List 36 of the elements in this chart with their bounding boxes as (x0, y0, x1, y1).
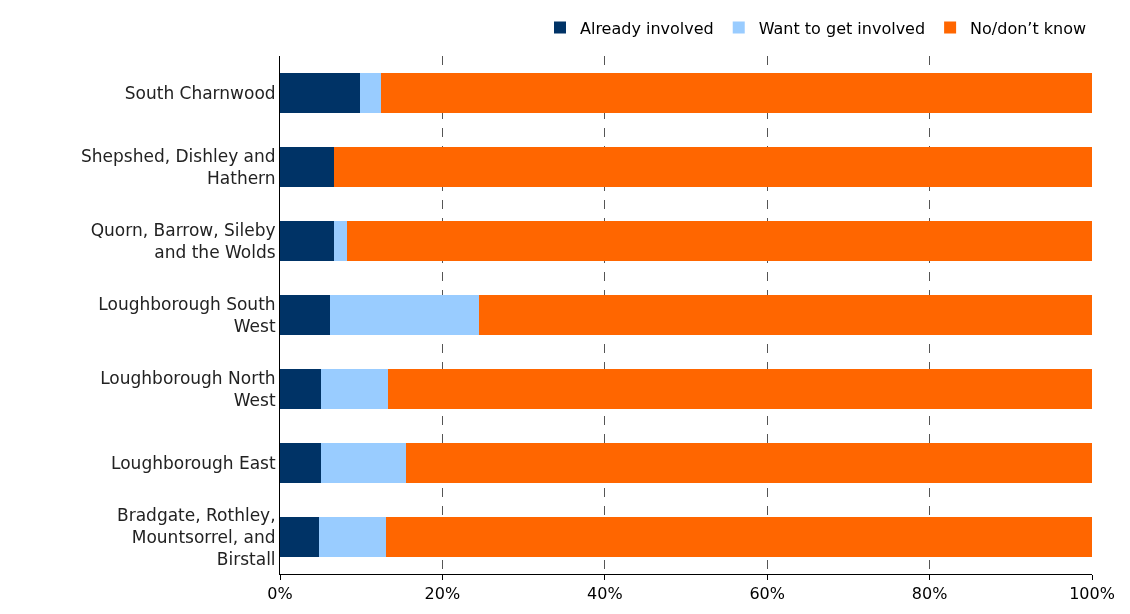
bar (280, 72, 361, 114)
x-tick-label: 40% (587, 584, 623, 604)
bar (320, 368, 388, 410)
legend-label: No/don’t know (970, 18, 1087, 38)
bar (318, 516, 386, 558)
bar (360, 72, 381, 114)
bar (385, 516, 1092, 558)
y-tick-label: Loughborough South West (98, 293, 276, 336)
bar (333, 220, 348, 262)
bar (321, 442, 406, 484)
bar (280, 516, 319, 558)
bar (280, 368, 321, 410)
y-tick-label: Quorn, Barrow, Sileby and the Wolds (90, 219, 276, 262)
x-tick-label: 20% (424, 584, 461, 604)
x-tick-label: 60% (749, 584, 785, 604)
bar (405, 442, 1092, 484)
bar (280, 442, 322, 484)
bar (280, 146, 334, 188)
x-tick-label: 100% (1069, 584, 1115, 604)
y-tick-label: Bradgate, Rothley, Mountsorrel, and Birstall (117, 504, 276, 570)
bar (388, 368, 1092, 410)
legend-label: Want to get involved (758, 18, 926, 38)
y-tick-label: Loughborough East (111, 452, 276, 473)
x-tick-label: 0% (267, 584, 293, 604)
legend-label: Already involved (580, 18, 714, 38)
bar (280, 220, 334, 262)
bar (478, 294, 1092, 336)
x-tick-label: 80% (911, 584, 948, 604)
bar (329, 294, 479, 336)
bar (380, 72, 1092, 114)
y-tick-label: Loughborough North West (100, 367, 276, 410)
bar (347, 220, 1092, 262)
y-tick-label: South Charnwood (124, 82, 276, 103)
bar (333, 146, 1092, 188)
y-tick-label: Shepshed, Dishley and Hathern (81, 145, 276, 188)
bar (280, 294, 330, 336)
